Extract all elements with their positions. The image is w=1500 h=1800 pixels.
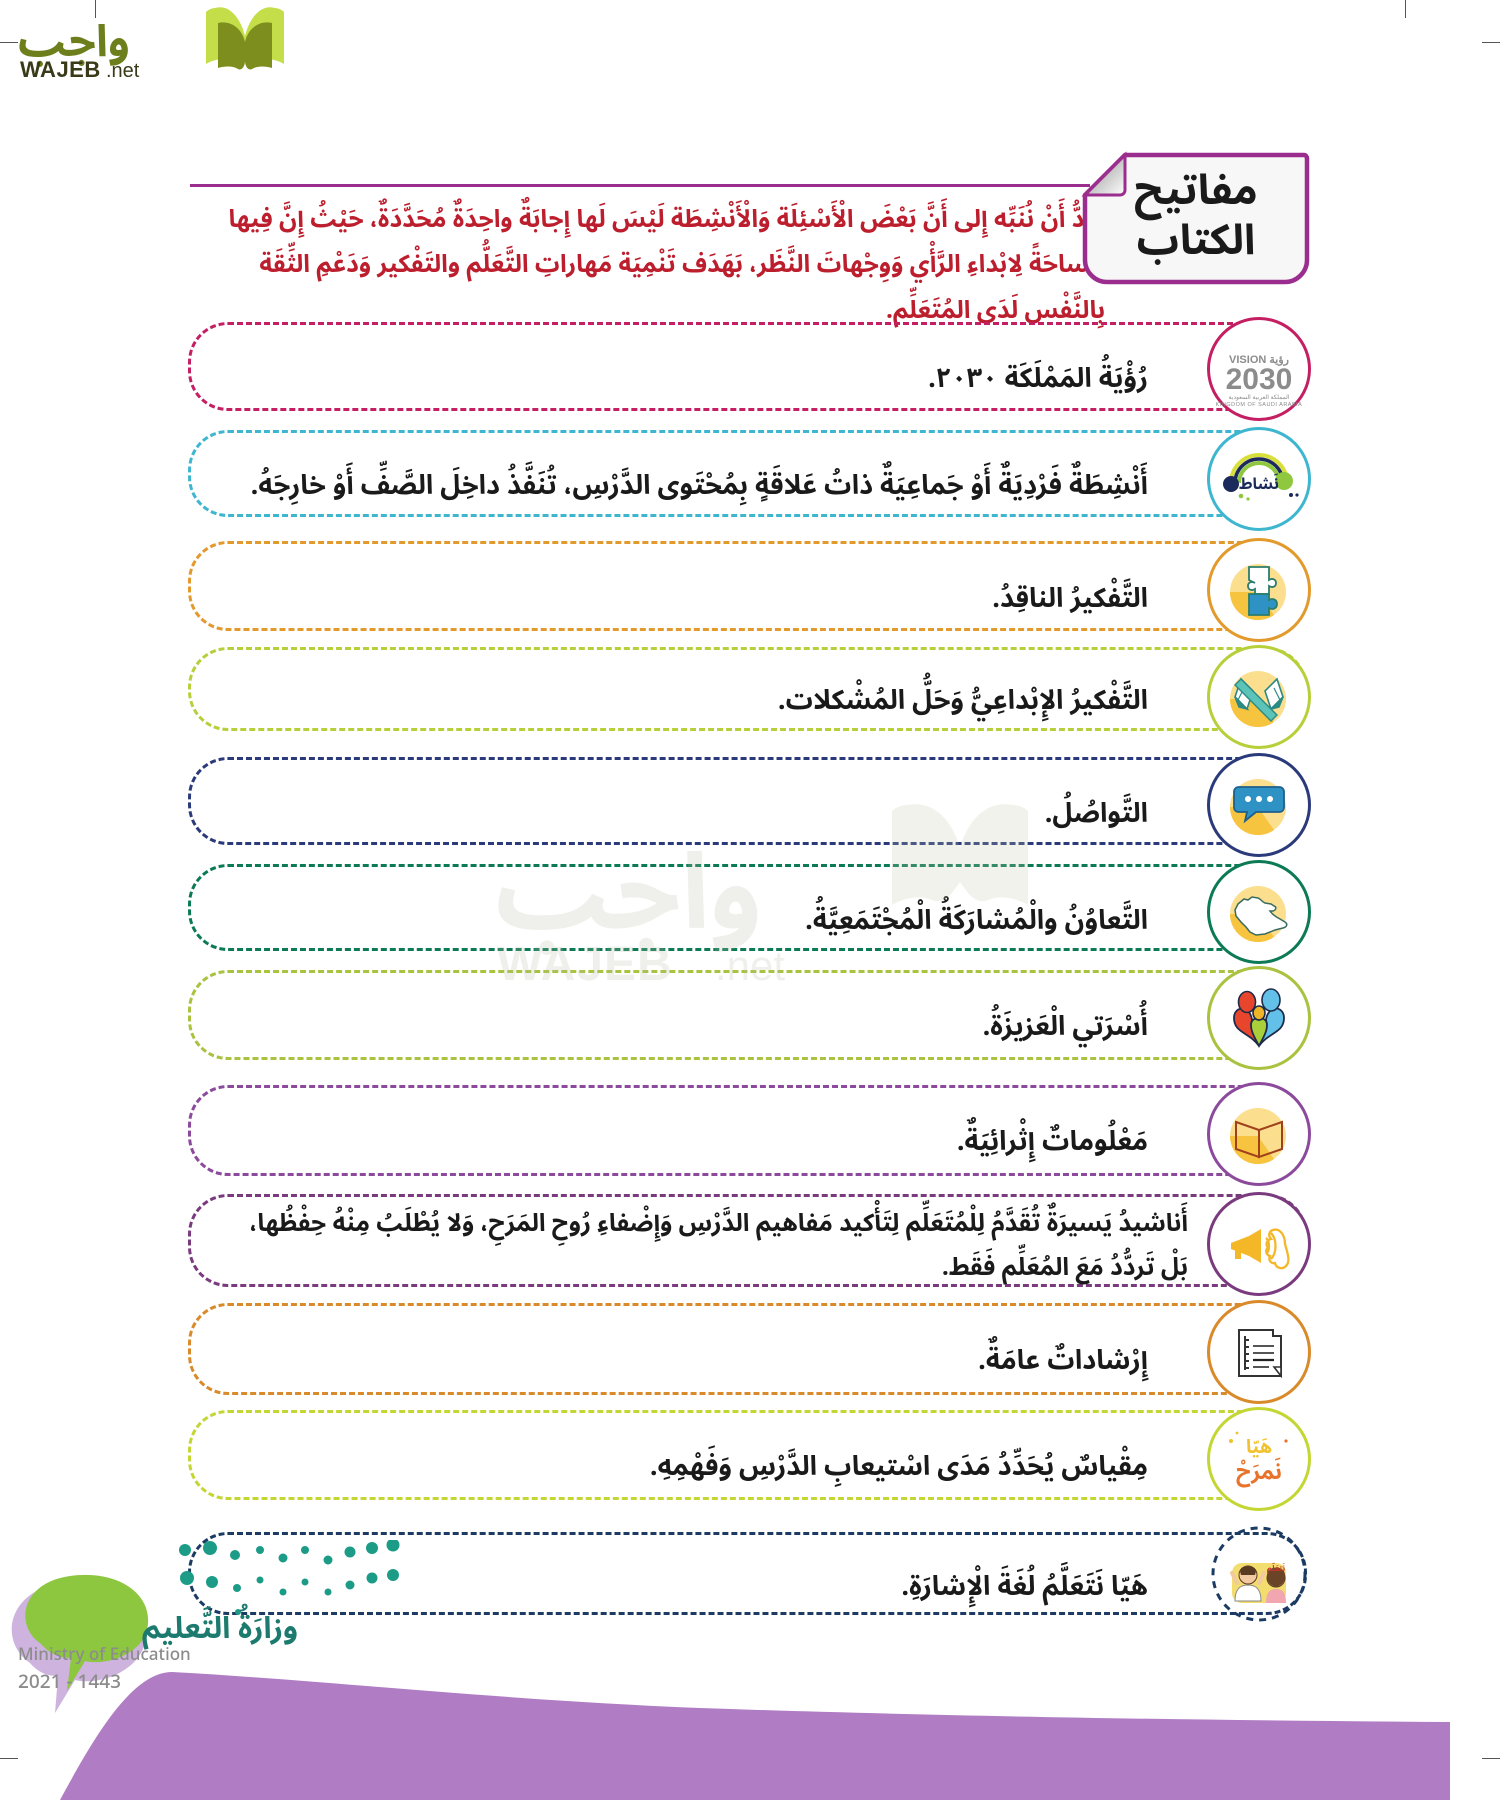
svg-text:.net: .net xyxy=(106,60,140,82)
svg-text:نَتعَلّم: نَتعَلّم xyxy=(1267,1560,1286,1577)
svg-text:المملكة العربية السعودية: المملكة العربية السعودية xyxy=(1228,394,1289,401)
svg-text:WAJEB: WAJEB xyxy=(497,938,673,991)
svg-text:2030: 2030 xyxy=(1226,363,1293,396)
svg-text:KINGDOM OF SAUDI ARABIA: KINGDOM OF SAUDI ARABIA xyxy=(1216,402,1303,408)
svg-text:نَمرَحْ: نَمرَحْ xyxy=(1236,1450,1282,1496)
svg-text:WAJEB: WAJEB xyxy=(20,57,101,82)
svg-text:.net: .net xyxy=(715,942,785,989)
svg-text:نَشاط: نَشاط xyxy=(1239,467,1279,501)
